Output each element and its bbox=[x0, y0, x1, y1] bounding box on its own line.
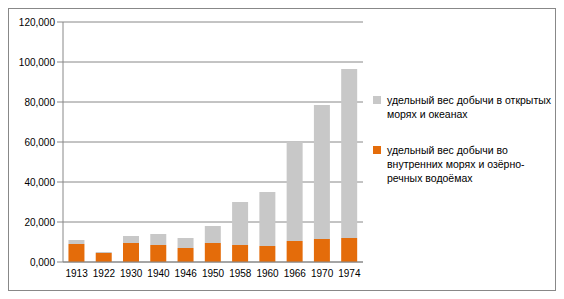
svg-text:80,000: 80,000 bbox=[24, 96, 55, 107]
svg-text:20,000: 20,000 bbox=[24, 216, 55, 227]
svg-text:40,000: 40,000 bbox=[24, 176, 55, 187]
html-text:удельный вес добычи в открытых: удельный вес добычи в открытых морях и о… bbox=[387, 93, 551, 120]
svg-text:1950: 1950 bbox=[202, 268, 225, 279]
svg-text:1940: 1940 bbox=[147, 268, 170, 279]
svg-text:100,000: 100,000 bbox=[19, 56, 56, 67]
svg-text:60,000: 60,000 bbox=[24, 136, 55, 147]
svg-text:120,000: 120,000 bbox=[19, 16, 56, 27]
svg-text:1946: 1946 bbox=[175, 268, 198, 279]
svg-text:1913: 1913 bbox=[66, 268, 89, 279]
html-text:удельный вес добычи во внутрен: удельный вес добычи во внутренних морях … bbox=[387, 143, 525, 184]
svg-text:1970: 1970 bbox=[311, 268, 334, 279]
svg-text:1958: 1958 bbox=[229, 268, 252, 279]
svg-text:0,000: 0,000 bbox=[30, 256, 55, 267]
svg-text:1960: 1960 bbox=[256, 268, 279, 279]
svg-text:1922: 1922 bbox=[93, 268, 116, 279]
svg-text:1974: 1974 bbox=[338, 268, 361, 279]
svg-text:1966: 1966 bbox=[284, 268, 307, 279]
svg-text:1930: 1930 bbox=[120, 268, 143, 279]
